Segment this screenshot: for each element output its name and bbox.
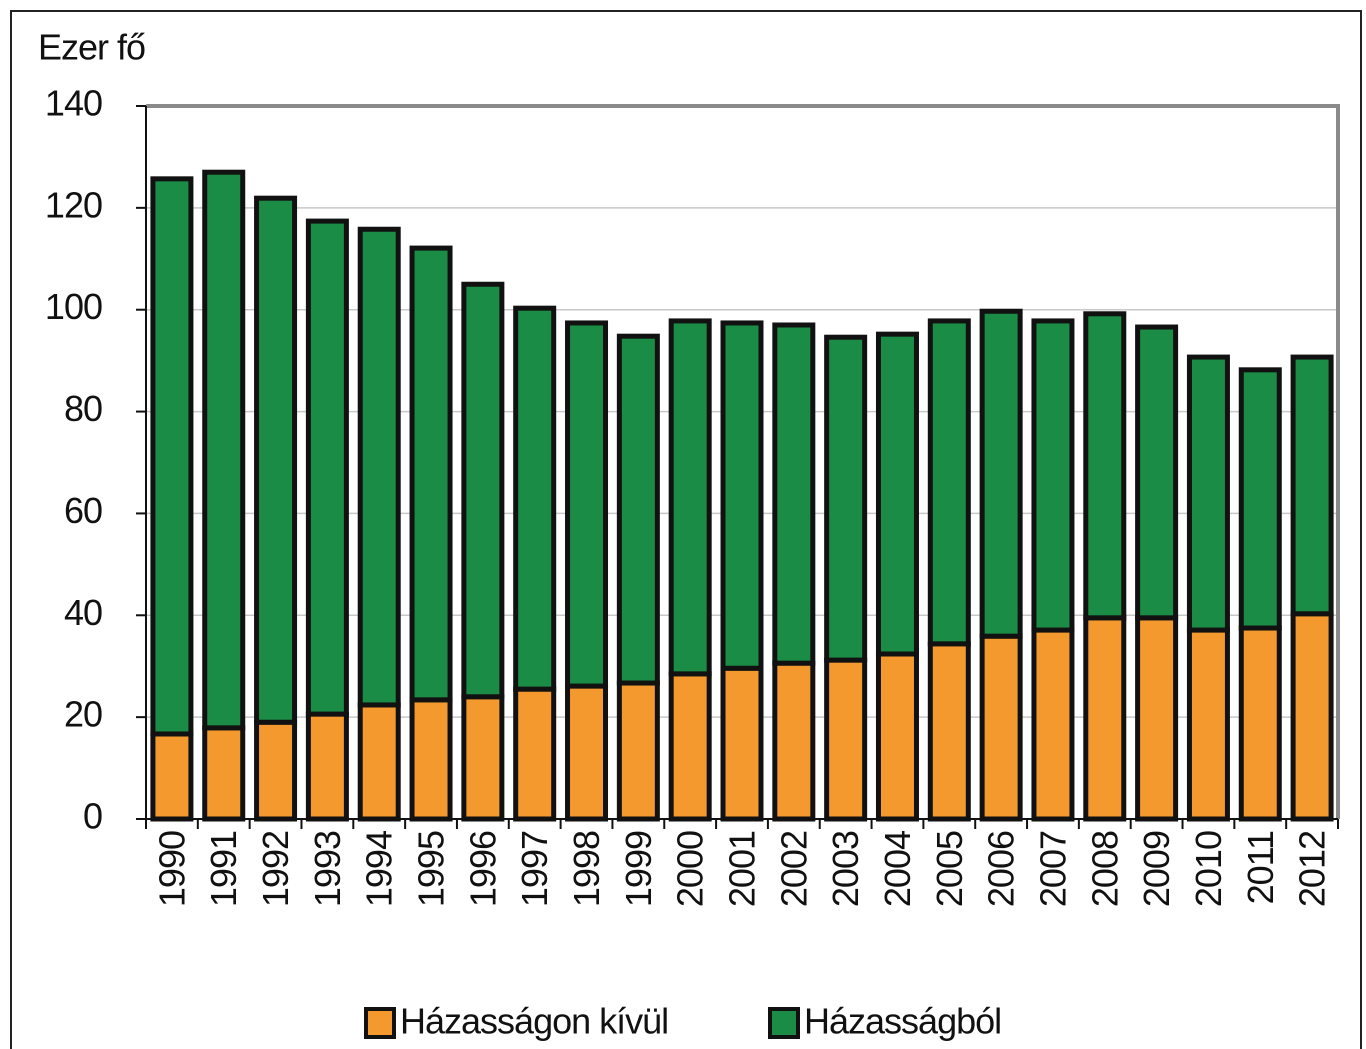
frame <box>10 10 1362 1049</box>
bar-segment <box>461 281 505 700</box>
bar-segment <box>979 633 1023 822</box>
x-tick-label: 1999 <box>618 831 659 907</box>
bar-segment <box>1290 354 1334 617</box>
x-tick-label: 1990 <box>151 831 192 907</box>
plot-border <box>146 104 1340 819</box>
y-tick-label: 20 <box>64 694 102 735</box>
bar-segment <box>720 665 764 822</box>
bar-segment <box>1290 611 1334 822</box>
bar-segment <box>565 683 609 822</box>
x-tick-label: 1993 <box>307 831 348 907</box>
bar-segment <box>1031 318 1075 633</box>
bar-segment <box>1186 627 1230 822</box>
x-tick-label: 2004 <box>877 831 918 907</box>
x-tick-label: 1992 <box>255 831 296 907</box>
bar-segment <box>1238 367 1282 631</box>
bar-segment <box>1083 311 1127 621</box>
bar-segment <box>409 697 453 822</box>
bar-segment <box>979 308 1023 639</box>
bar-segment <box>202 725 246 822</box>
bar-segment <box>616 680 660 822</box>
bar-segment <box>668 671 712 822</box>
y-tick-label: 40 <box>64 592 102 633</box>
bar-segment <box>1031 627 1075 822</box>
x-tick-label: 1991 <box>203 831 244 907</box>
y-tick-label: 100 <box>45 286 102 327</box>
legend-swatch <box>768 1007 800 1039</box>
x-tick-label: 2010 <box>1188 831 1229 907</box>
bar-segment <box>202 169 246 731</box>
bar-segment <box>875 331 919 657</box>
x-tick-label: 1996 <box>462 831 503 907</box>
x-tick-label: 2009 <box>1136 831 1177 907</box>
bar-segment <box>305 711 349 822</box>
bar-segment <box>772 322 816 666</box>
x-tick-label: 2007 <box>1032 831 1073 907</box>
bar-segment <box>1135 324 1179 621</box>
bar-segment <box>513 686 557 822</box>
legend-label: Házasságból <box>804 1001 1001 1042</box>
bar-segment <box>1238 625 1282 822</box>
bar-segment <box>824 657 868 822</box>
x-tick-label: 2006 <box>981 831 1022 907</box>
bar-segment <box>824 334 868 663</box>
bar-segment <box>927 318 971 647</box>
x-tick-label: 2001 <box>722 831 763 907</box>
x-tick-label: 2002 <box>773 831 814 907</box>
bar-segment <box>254 195 298 725</box>
x-tick-label: 2003 <box>825 831 866 907</box>
y-tick-label: 60 <box>64 490 102 531</box>
bar-segment <box>875 651 919 822</box>
legend-swatch <box>364 1007 396 1039</box>
x-tick-label: 2012 <box>1292 831 1333 907</box>
bar-segment <box>305 218 349 717</box>
legend-label: Házasságon kívül <box>400 1001 668 1042</box>
bar-segment <box>254 719 298 822</box>
bar-segment <box>357 226 401 708</box>
bar-segment <box>150 731 194 822</box>
bar-segment <box>772 660 816 822</box>
x-tick-label: 1998 <box>566 831 607 907</box>
bar-segment <box>357 702 401 822</box>
x-tick-label: 1994 <box>359 831 400 907</box>
bar-segment <box>1135 615 1179 822</box>
bar-segment <box>461 694 505 822</box>
bar-segment <box>565 320 609 689</box>
x-tick-label: 2005 <box>929 831 970 907</box>
y-axis-label: Ezer fő <box>38 27 145 68</box>
x-tick-label: 1997 <box>514 831 555 907</box>
x-tick-label: 2000 <box>670 831 711 907</box>
bar-segment <box>1083 615 1127 822</box>
bar-segment <box>150 176 194 737</box>
bar-segment <box>927 641 971 822</box>
bar-segment <box>668 318 712 677</box>
bar-segment <box>513 305 557 692</box>
bar-segment <box>1186 354 1230 633</box>
x-tick-label: 1995 <box>411 831 452 907</box>
bar-segment <box>616 333 660 686</box>
y-tick-label: 0 <box>83 796 102 837</box>
y-tick-label: 140 <box>45 83 102 124</box>
x-tick-label: 2008 <box>1084 831 1125 907</box>
x-tick-label: 2011 <box>1240 831 1281 904</box>
y-tick-label: 80 <box>64 388 102 429</box>
bar-segment <box>409 245 453 703</box>
y-tick-label: 120 <box>45 184 102 225</box>
bar-segment <box>720 320 764 671</box>
